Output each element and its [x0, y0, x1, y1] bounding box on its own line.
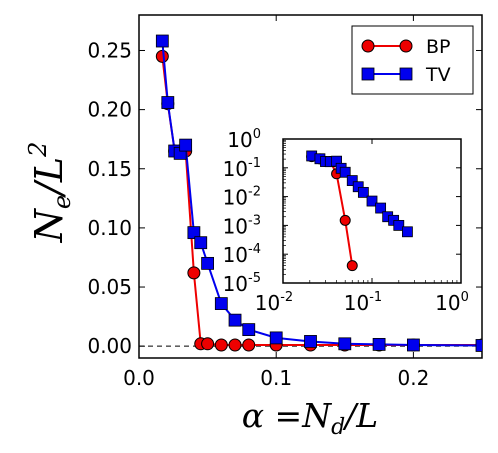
inset-x-tick-label: 100	[435, 290, 469, 315]
inset-y-tick-label: 10-4	[223, 242, 261, 267]
main-point-BP	[242, 338, 256, 352]
legend-marker-right-TV	[399, 67, 413, 81]
main-point-BP	[201, 337, 215, 351]
inset-x-tick-label: 10-2	[255, 290, 293, 315]
main-y-tick-label: 0.15	[87, 157, 132, 181]
main-point-TV	[338, 337, 352, 351]
main-x-tick-label: 0.2	[397, 366, 429, 390]
main-point-TV	[161, 96, 175, 109]
legend: BP TV	[351, 25, 474, 95]
inset-y-tick-label: 10-3	[223, 213, 261, 238]
main-y-tick-label: 0.20	[87, 98, 132, 122]
inset-y-tick-label: 10-1	[223, 156, 261, 181]
main-series-TV	[155, 34, 482, 352]
axis-labels: α =Nd/L Ne/L2	[24, 142, 378, 440]
x-axis-label: α =Nd/L	[242, 396, 378, 440]
inset-point-BP	[339, 214, 351, 226]
main-point-TV	[201, 256, 215, 270]
main-point-BP	[214, 338, 228, 352]
inset-point-TV	[339, 166, 351, 178]
inset-point-TV	[366, 195, 378, 207]
main-point-TV	[179, 138, 193, 152]
inset-y-tick-label: 10-2	[223, 185, 261, 210]
inset-y-tick-label: 10-5	[223, 271, 261, 296]
inset-y-tick-label: 100	[227, 127, 261, 152]
main-y-tick-label: 0.25	[87, 38, 132, 62]
main-point-TV	[187, 226, 201, 240]
inset-point-TV	[375, 202, 387, 214]
y-axis-label: Ne/L2	[24, 142, 76, 244]
main-point-TV	[475, 339, 482, 352]
main-point-BP	[187, 266, 201, 280]
main-y-tick-label: 0.00	[87, 334, 132, 358]
legend-label-BP: BP	[426, 36, 451, 58]
inset-point-TV	[357, 186, 369, 198]
legend-marker-left-BP	[361, 39, 375, 53]
inset-point-TV	[393, 219, 405, 231]
legend-marker-left-TV	[361, 67, 375, 81]
main-point-TV	[372, 337, 386, 351]
legend-marker-right-BP	[399, 39, 413, 53]
main-point-TV	[214, 297, 228, 310]
inset-point-TV	[346, 175, 358, 186]
main-x-tick-label: 0.0	[123, 366, 155, 390]
main-point-TV	[406, 338, 420, 352]
legend-box	[351, 25, 474, 95]
main-point-TV	[242, 323, 256, 337]
inset-point-BP	[346, 260, 358, 272]
main-point-TV	[304, 335, 317, 348]
main-y-tick-label: 0.10	[87, 216, 132, 240]
main-point-TV	[155, 34, 169, 48]
inset-x-tick-label: 10-1	[344, 290, 382, 315]
main-point-TV	[269, 331, 283, 345]
main-x-tick-label: 0.1	[260, 366, 292, 390]
main-point-TV	[194, 236, 208, 250]
legend-label-TV: TV	[425, 64, 451, 86]
inset-point-TV	[402, 226, 413, 238]
main-y-tick-label: 0.05	[87, 275, 132, 299]
main-point-TV	[228, 313, 242, 327]
inset-axes-frame	[282, 138, 462, 284]
inset-series-TV	[306, 150, 413, 238]
main-point-BP	[228, 338, 242, 352]
